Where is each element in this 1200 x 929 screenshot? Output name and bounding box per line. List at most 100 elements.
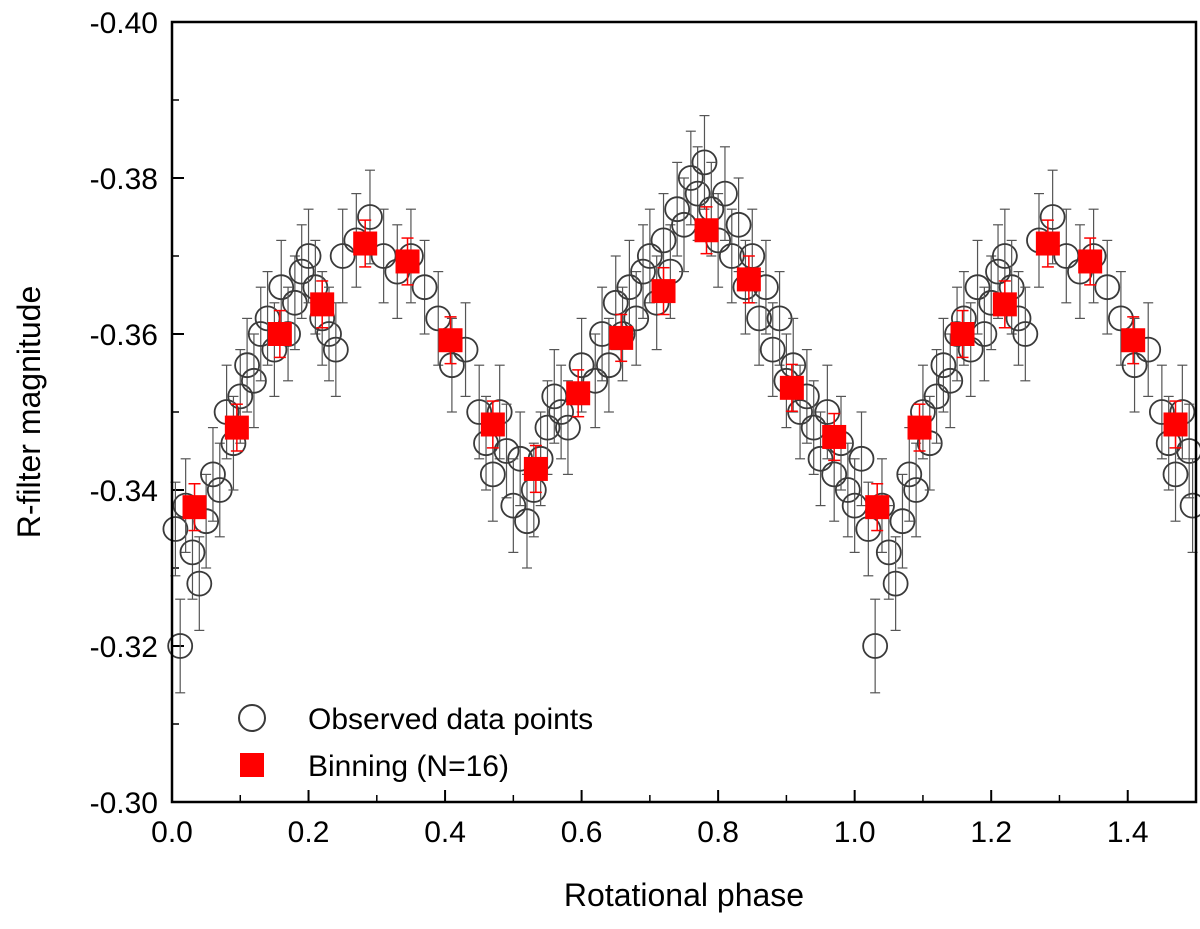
observed-point <box>875 539 902 566</box>
binned-point <box>1035 231 1060 256</box>
binned-point <box>267 322 292 346</box>
y-tick-label: -0.30 <box>90 787 158 820</box>
observed-point <box>623 305 650 332</box>
binned-series <box>182 206 1188 532</box>
observed-point <box>930 352 957 379</box>
observed-point <box>664 196 691 223</box>
observed-point <box>596 352 622 379</box>
observed-point <box>725 211 752 238</box>
observed-point <box>677 165 704 191</box>
observed-point <box>162 516 189 542</box>
binned-point <box>992 292 1017 317</box>
observed-point <box>923 383 950 410</box>
binned-point <box>310 292 335 317</box>
x-tick-label: 1.0 <box>834 816 876 849</box>
plot-frame <box>170 20 1198 804</box>
y-tick-label: -0.38 <box>90 163 158 196</box>
observed-point <box>582 367 609 394</box>
binned-point <box>182 495 207 520</box>
observed-point <box>964 274 991 301</box>
observed-point <box>288 258 315 285</box>
y-tick-label: -0.36 <box>90 319 158 352</box>
observed-point <box>316 321 342 347</box>
binned-point <box>822 424 847 449</box>
observed-point <box>479 461 506 488</box>
observed-point <box>500 492 527 519</box>
observed-point <box>650 227 677 254</box>
x-tick-label: 0.2 <box>288 816 330 849</box>
y-tick-label: -0.32 <box>90 631 158 664</box>
observed-point <box>889 508 916 535</box>
binned-point <box>1078 249 1103 274</box>
binned-point <box>779 375 804 400</box>
observed-point <box>268 274 295 301</box>
observed-point <box>200 461 226 488</box>
observed-point <box>179 539 206 566</box>
legend-binned-label: Binning (N=16) <box>308 750 509 783</box>
binned-point <box>480 412 505 437</box>
observed-point <box>1121 352 1148 379</box>
observed-point <box>514 508 540 535</box>
binned-point <box>950 322 975 346</box>
observed-point <box>493 438 520 464</box>
observed-point <box>1148 399 1175 425</box>
observed-point <box>186 570 213 597</box>
binned-point <box>1121 328 1146 353</box>
x-tick-label: 0.8 <box>697 816 739 849</box>
observed-point <box>329 243 356 269</box>
observed-point <box>787 399 813 425</box>
observed-point <box>712 180 738 207</box>
y-axis-ticks: -0.30 -0.32 -0.34 -0.36 -0.38 -0.40 <box>90 7 184 820</box>
observed-point <box>616 274 643 301</box>
observed-point <box>568 352 595 379</box>
observed-point <box>985 258 1011 285</box>
observed-point <box>821 461 848 488</box>
observed-point <box>534 414 561 441</box>
observed-point <box>234 352 260 379</box>
binned-point <box>566 381 591 406</box>
binned-point <box>609 325 634 350</box>
observed-point <box>1162 461 1189 488</box>
observed-point <box>746 305 772 332</box>
observed-point <box>1179 492 1200 519</box>
legend-binned-marker <box>240 753 264 777</box>
binned-point <box>907 415 932 440</box>
binned-point <box>523 456 548 481</box>
observed-point <box>1039 204 1066 230</box>
observed-point <box>322 336 349 363</box>
binned-point <box>651 279 676 304</box>
x-tick-label: 0.4 <box>424 816 466 849</box>
binned-point <box>865 495 890 520</box>
observed-point <box>411 274 438 301</box>
observed-point <box>1005 305 1032 332</box>
observed-point <box>896 461 923 488</box>
observed-point <box>814 399 841 425</box>
x-tick-label: 0.0 <box>151 816 193 849</box>
y-tick-label: -0.34 <box>90 475 158 508</box>
observed-point <box>834 477 861 503</box>
x-axis-title: Rotational phase <box>564 877 804 913</box>
legend-observed-label: Observed data points <box>308 703 593 736</box>
binned-point <box>1163 412 1188 437</box>
x-tick-label: 1.2 <box>970 816 1012 849</box>
observed-point <box>466 399 493 425</box>
observed-point <box>241 367 267 394</box>
observed-point <box>848 445 875 472</box>
y-tick-label: -0.40 <box>90 7 158 40</box>
observed-point <box>991 243 1018 269</box>
observed-point <box>1176 438 1200 464</box>
observed-point <box>882 570 909 597</box>
observed-point <box>684 180 711 207</box>
observed-point <box>227 383 254 410</box>
binned-point <box>694 218 719 243</box>
observed-point <box>1012 321 1039 347</box>
observed-point <box>937 367 964 394</box>
observed-point <box>636 243 663 269</box>
x-axis-ticks: 0.0 0.2 0.4 0.6 0.8 1.0 1.2 1.4 <box>151 790 1197 849</box>
observed-point <box>548 399 575 425</box>
observed-point <box>630 258 656 285</box>
legend-observed-marker <box>238 704 266 732</box>
observed-point <box>555 414 581 441</box>
